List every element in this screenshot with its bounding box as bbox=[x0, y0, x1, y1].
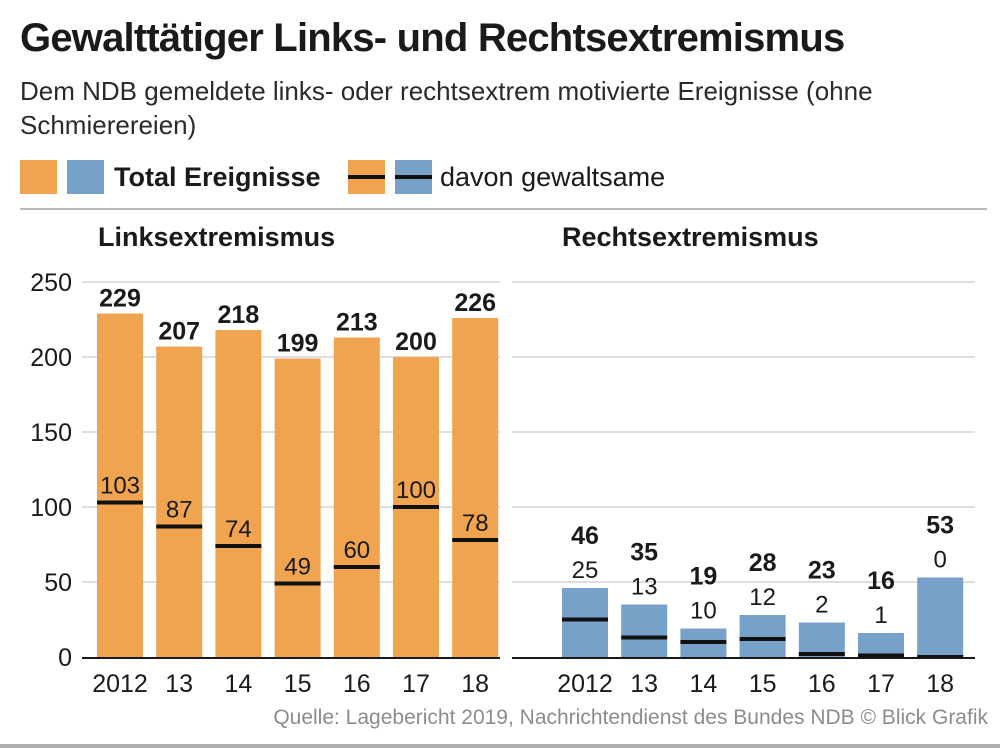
bar-total-right bbox=[739, 615, 786, 657]
x-tick-label-left: 18 bbox=[461, 670, 489, 698]
legend-swatch-violent-left bbox=[348, 160, 385, 194]
violent-marker-right bbox=[739, 637, 786, 641]
legend-swatch-violent-right bbox=[395, 160, 432, 194]
y-tick-label: 100 bbox=[30, 494, 72, 522]
bar-total-right bbox=[621, 604, 668, 657]
y-tick-label: 0 bbox=[58, 644, 72, 672]
source-note: Quelle: Lagebericht 2019, Nachrichtendie… bbox=[273, 706, 988, 729]
total-label-right: 19 bbox=[689, 563, 717, 591]
total-label-left: 218 bbox=[218, 301, 260, 329]
panel-title-left: Linksextremismus bbox=[98, 222, 336, 252]
violent-label-left: 103 bbox=[100, 473, 140, 500]
x-tick-label-right: 18 bbox=[926, 670, 954, 698]
violent-label-left: 87 bbox=[166, 497, 193, 524]
total-label-right: 23 bbox=[808, 557, 836, 585]
violent-label-right: 0 bbox=[934, 547, 947, 574]
x-tick-label-right: 13 bbox=[630, 670, 658, 698]
violent-marker-left bbox=[333, 565, 380, 569]
bar-total-left bbox=[452, 318, 499, 657]
violent-marker-right bbox=[798, 652, 845, 656]
violent-marker-right bbox=[562, 617, 608, 622]
bottom-border bbox=[0, 744, 1000, 748]
violent-label-left: 78 bbox=[462, 510, 489, 537]
violent-marker-left bbox=[452, 538, 499, 542]
violent-label-left: 49 bbox=[284, 554, 311, 581]
total-label-right: 35 bbox=[630, 539, 658, 567]
bar-total-left bbox=[274, 358, 321, 657]
violent-marker-left bbox=[97, 500, 143, 505]
bar-total-right bbox=[858, 633, 904, 657]
x-tick-label-right: 2012 bbox=[557, 670, 613, 698]
bar-total-left bbox=[156, 346, 203, 657]
legend-swatch-total-right bbox=[67, 160, 104, 194]
violent-marker-left bbox=[215, 544, 262, 548]
total-label-left: 226 bbox=[454, 289, 496, 317]
total-label-left: 207 bbox=[158, 318, 200, 346]
x-tick-label-right: 14 bbox=[689, 670, 717, 698]
total-label-right: 16 bbox=[867, 567, 895, 595]
bar-total-left bbox=[97, 313, 143, 657]
total-label-left: 199 bbox=[277, 330, 319, 358]
violent-label-left: 60 bbox=[343, 537, 370, 564]
total-label-right: 53 bbox=[926, 512, 954, 540]
y-tick-label: 50 bbox=[44, 569, 72, 597]
bar-total-right bbox=[917, 577, 964, 657]
legend-label-violent: davon gewaltsame bbox=[440, 162, 666, 192]
bar-total-right bbox=[798, 622, 845, 657]
violent-marker-left bbox=[274, 581, 321, 586]
violent-marker-right bbox=[858, 653, 904, 658]
total-label-left: 200 bbox=[395, 328, 437, 356]
y-tick-label: 200 bbox=[30, 344, 72, 372]
total-label-right: 46 bbox=[571, 522, 599, 550]
violent-marker-left bbox=[156, 524, 203, 529]
legend-swatch-total-left bbox=[20, 160, 57, 194]
violent-marker-left bbox=[393, 505, 439, 509]
bar-total-left bbox=[215, 330, 262, 657]
bar-total-left bbox=[333, 337, 380, 657]
violent-label-left: 74 bbox=[225, 516, 252, 543]
x-tick-label-left: 16 bbox=[343, 670, 371, 698]
total-label-left: 229 bbox=[99, 285, 141, 313]
legend-label-total: Total Ereignisse bbox=[114, 162, 321, 192]
violent-label-left: 100 bbox=[396, 477, 436, 504]
x-tick-label-left: 2012 bbox=[92, 670, 148, 698]
violent-label-right: 1 bbox=[874, 602, 887, 629]
x-tick-label-left: 13 bbox=[165, 670, 193, 698]
total-label-left: 213 bbox=[336, 309, 378, 337]
header-divider bbox=[20, 208, 987, 210]
y-tick-label: 250 bbox=[30, 269, 72, 297]
x-tick-label-right: 15 bbox=[749, 670, 777, 698]
violent-label-right: 2 bbox=[815, 592, 828, 619]
violent-label-right: 13 bbox=[631, 574, 658, 601]
violent-label-right: 10 bbox=[690, 598, 717, 625]
panel-title-right: Rechtsextremismus bbox=[562, 222, 819, 252]
violent-marker-right bbox=[621, 635, 668, 640]
x-tick-label-left: 17 bbox=[402, 670, 430, 698]
bar-total-right bbox=[562, 588, 608, 657]
chart-title: Gewalttätiger Links- und Rechtsextremism… bbox=[20, 16, 845, 60]
violent-label-right: 12 bbox=[749, 584, 776, 611]
x-tick-label-left: 15 bbox=[284, 670, 312, 698]
y-tick-label: 150 bbox=[30, 419, 72, 447]
x-tick-label-right: 17 bbox=[867, 670, 895, 698]
violent-marker-right bbox=[680, 640, 727, 644]
chart-subtitle: Dem NDB gemeldete links- oder rechtsextr… bbox=[20, 76, 873, 140]
x-tick-label-left: 14 bbox=[224, 670, 252, 698]
x-tick-label-right: 16 bbox=[808, 670, 836, 698]
total-label-right: 28 bbox=[749, 549, 777, 577]
violent-label-right: 25 bbox=[572, 557, 599, 584]
